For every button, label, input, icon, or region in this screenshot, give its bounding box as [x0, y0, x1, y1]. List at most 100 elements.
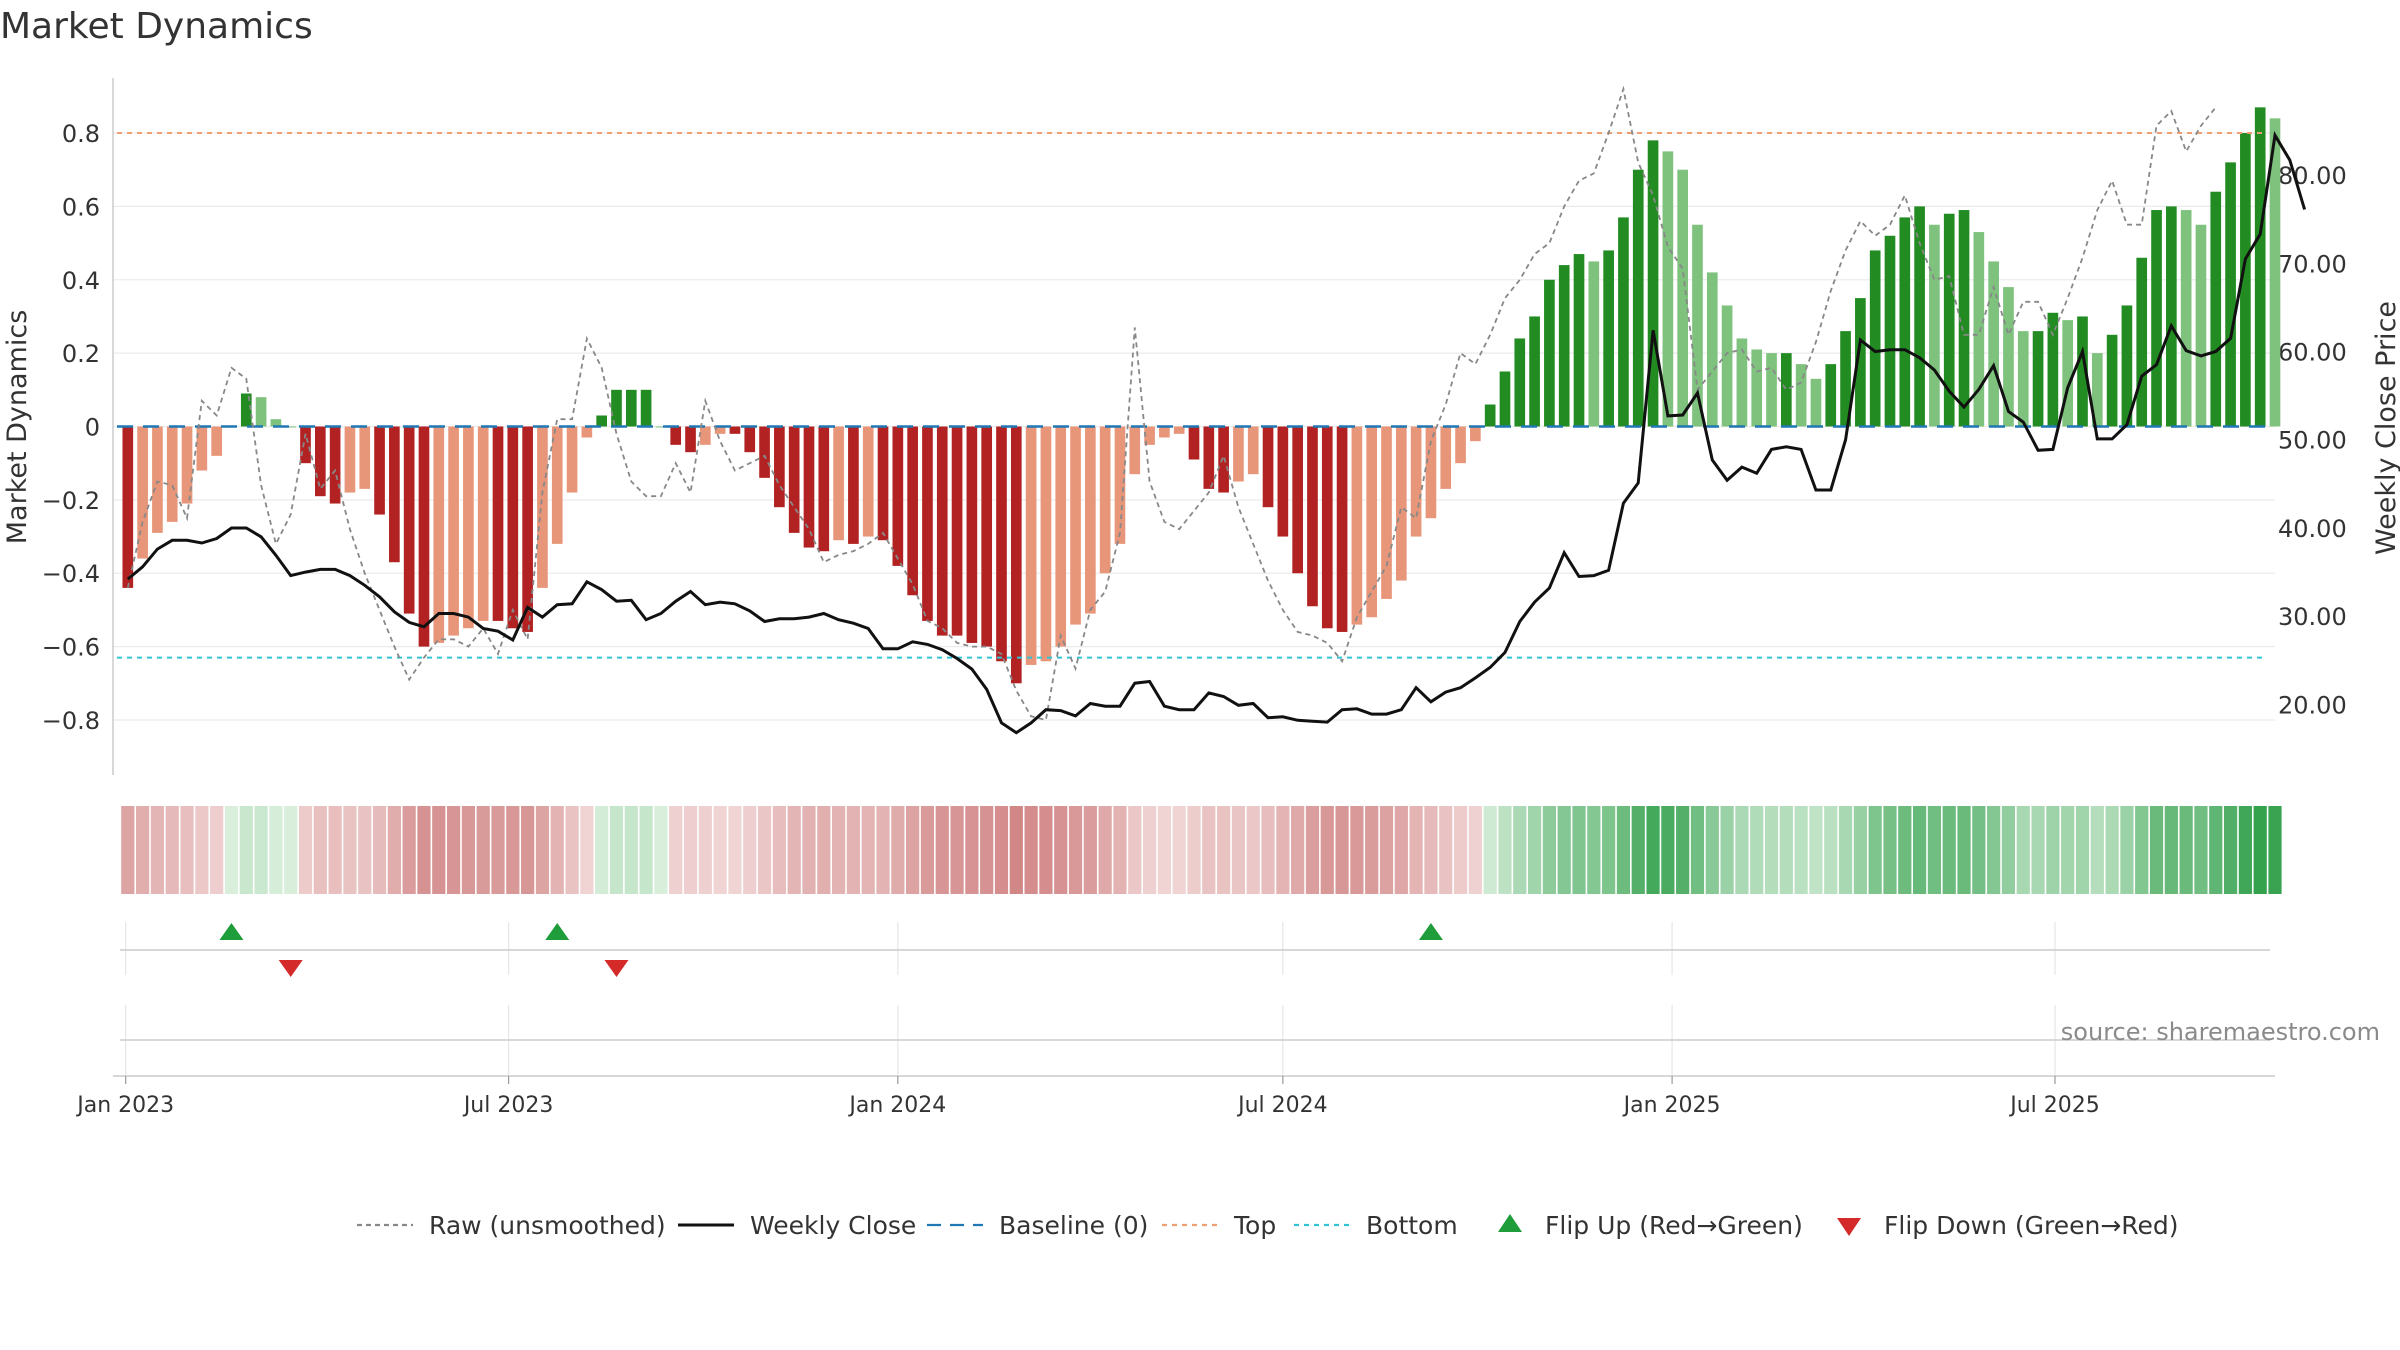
strip-cell [1927, 806, 1942, 894]
strip-cell [1128, 806, 1142, 894]
strip-cell [1957, 806, 1971, 894]
legend-item: Flip Down (Green→Red) [1837, 1211, 2179, 1240]
market-dynamics-bar [892, 426, 904, 566]
strip-cell [2001, 806, 2016, 894]
y-tick-label: 0.2 [62, 340, 100, 368]
strip-cell [150, 806, 165, 894]
market-dynamics-bar [2062, 320, 2074, 427]
strip-cell [121, 806, 135, 894]
strip-cell [476, 806, 490, 894]
market-dynamics-bar [936, 426, 948, 636]
x-axis-ticks: Jan 2023 Jul 2023 Jan 2024 Jul 2024 Jan 2025… [75, 1076, 2100, 1118]
strip-cell [284, 806, 298, 894]
strip-cell [417, 806, 431, 894]
market-dynamics-bar [1203, 426, 1215, 489]
strip-cell [372, 806, 387, 894]
strip-cell [1054, 806, 1068, 894]
strip-cell [521, 806, 535, 894]
market-dynamics-bar [1129, 426, 1141, 475]
market-dynamics-bar [922, 426, 933, 621]
y-tick-label: −0.8 [42, 707, 100, 735]
market-dynamics-bar [1973, 232, 1985, 427]
market-dynamics-bar [300, 426, 311, 464]
market-dynamics-bar [329, 426, 341, 504]
market-dynamics-bar [1810, 378, 1822, 427]
y-right-tick-label: 80.00 [2278, 162, 2347, 190]
strip-cell [1557, 806, 1571, 894]
y-right-tick-label: 30.00 [2278, 603, 2347, 631]
strip-cell [1587, 806, 1601, 894]
strip-cell [1898, 806, 1912, 894]
market-dynamics-bar [774, 426, 785, 508]
strip-cell [1246, 806, 1260, 894]
strip-cell [1157, 806, 1171, 894]
strip-cell [787, 806, 801, 894]
strip-cell [1142, 806, 1157, 894]
strip-cell [432, 806, 446, 894]
strip-cell [1350, 806, 1364, 894]
strip-cell [239, 806, 253, 894]
legend-flip-up-icon [1498, 1214, 1522, 1232]
market-dynamics-bar [1544, 279, 1555, 427]
market-dynamics-bar [2210, 191, 2222, 427]
market-dynamics-bar [2254, 107, 2266, 427]
strip-cell [1661, 806, 1675, 894]
market-dynamics-bar [344, 426, 356, 493]
market-dynamics-bar [1025, 426, 1037, 665]
flip-markers [219, 923, 1443, 977]
y-tick-label: 0.6 [62, 193, 100, 221]
market-dynamics-bar [818, 426, 830, 552]
market-dynamics-bar [1099, 426, 1111, 574]
strip-cell [609, 806, 624, 894]
market-dynamics-bar [1736, 338, 1748, 427]
market-dynamics-bar [2136, 257, 2148, 427]
strip-cell [1883, 806, 1897, 894]
market-dynamics-bar [1381, 426, 1392, 599]
strip-cell [1335, 806, 1349, 894]
y-axis-left-ticks: −0.8 −0.6 −0.4 −0.2 0 0.2 0.4 0.6 0.8 [42, 120, 100, 735]
market-dynamics-bar [1455, 426, 1466, 464]
market-dynamics-bar [744, 426, 756, 453]
strip-cell [2253, 806, 2267, 894]
weekly-close-line [126, 130, 2307, 735]
market-dynamics-bar [122, 426, 134, 588]
strip-cell [2016, 806, 2030, 894]
strip-cell [2179, 806, 2193, 894]
market-dynamics-bar [596, 415, 608, 427]
market-dynamics-bar [1706, 272, 1718, 427]
legend-label: Weekly Close [750, 1211, 916, 1240]
market-dynamics-bar [137, 426, 148, 559]
market-dynamics-bar [833, 426, 844, 541]
market-dynamics-bar [1884, 235, 1896, 427]
market-dynamics-bar [803, 426, 815, 548]
strip-cell [1646, 806, 1660, 894]
x-tick-label: Jan 2024 [847, 1093, 946, 1118]
market-dynamics-bar [2225, 162, 2236, 427]
strip-cell [1039, 806, 1053, 894]
raw-unsmoothed-line [126, 85, 2217, 722]
strip-cell [1542, 806, 1557, 894]
market-dynamics-bar [2180, 210, 2192, 427]
market-dynamics-bar [566, 426, 578, 493]
strip-cell [1276, 806, 1290, 894]
market-dynamics-bar [611, 389, 622, 427]
strip-cell [772, 806, 786, 894]
strip-cell [195, 806, 209, 894]
y-tick-label: −0.2 [42, 487, 100, 515]
strip-cell [1824, 806, 1838, 894]
legend-label: Bottom [1366, 1211, 1458, 1240]
market-dynamics-bar [166, 426, 178, 522]
strip-cell [2075, 806, 2090, 894]
market-dynamics-bar [285, 426, 297, 428]
x-tick-label: Jan 2025 [1622, 1093, 1721, 1118]
y-axis-right-label: Weekly Close Price [2371, 301, 2400, 555]
strip-cell [1468, 806, 1482, 894]
strip-cell [1261, 806, 1275, 894]
strip-cell [1690, 806, 1705, 894]
market-dynamics-bar [2017, 331, 2029, 427]
strip-cell [343, 806, 357, 894]
market-dynamics-bar [1795, 364, 1807, 427]
market-dynamics-bar [1173, 426, 1185, 434]
market-dynamics-bar [2032, 331, 2044, 427]
legend-item: Weekly Close [678, 1211, 916, 1240]
